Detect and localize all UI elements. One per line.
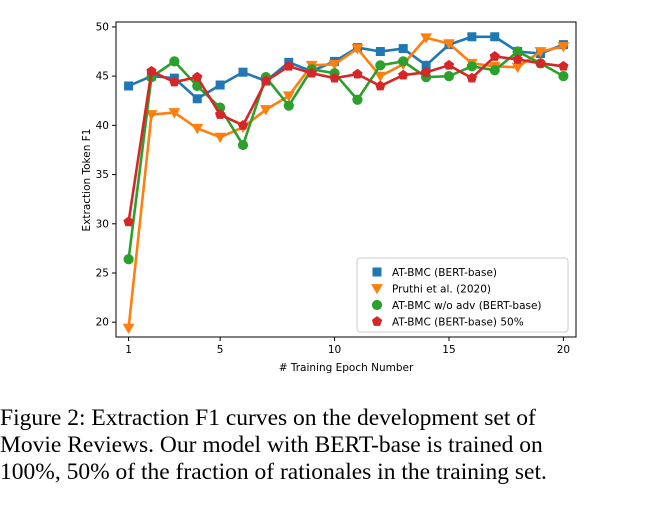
data-point: [191, 123, 204, 135]
data-point: [512, 46, 523, 57]
data-point: [192, 71, 203, 82]
data-point: [123, 254, 134, 265]
data-point: [352, 94, 363, 105]
data-point: [489, 65, 500, 76]
legend-label: AT-BMC (BERT-base) 50%: [392, 317, 524, 329]
x-tick-label: 1: [125, 344, 132, 356]
data-point: [237, 139, 249, 151]
y-tick-label: 25: [96, 268, 109, 280]
data-point: [328, 59, 341, 71]
series-line: [127, 36, 564, 329]
data-point: [237, 119, 249, 130]
data-point: [192, 94, 202, 104]
data-point: [124, 81, 134, 91]
y-tick-label: 40: [96, 120, 109, 132]
data-point: [260, 75, 272, 86]
caption-line: 100%, 50% of the fraction of rationales …: [0, 459, 547, 485]
data-point: [214, 132, 227, 144]
data-point: [421, 60, 431, 70]
y-axis-label: Extraction Token F1: [81, 129, 93, 232]
data-point: [443, 39, 455, 50]
data-point: [375, 60, 386, 71]
data-point: [352, 68, 363, 79]
data-point: [466, 61, 477, 72]
data-point: [169, 56, 180, 67]
data-point: [214, 109, 226, 119]
plot-frame: [115, 21, 577, 338]
legend-label: Pruthi et al. (2020): [392, 284, 491, 296]
x-tick-label: 5: [217, 344, 224, 356]
x-tick-label: 10: [328, 344, 341, 356]
data-point: [169, 76, 180, 87]
legend-frame: [356, 257, 569, 333]
data-point: [398, 69, 409, 80]
data-point: [283, 60, 294, 71]
data-point: [489, 51, 500, 61]
y-tick-label: 50: [96, 21, 109, 33]
data-point: [260, 105, 272, 116]
data-point: [558, 60, 569, 71]
data-point: [398, 56, 409, 67]
data-point: [375, 47, 385, 57]
figure-caption: Figure 2: Extraction F1 curves on the de…: [0, 405, 648, 486]
caption-line: Figure 2: Extraction F1 curves on the de…: [0, 405, 536, 431]
data-point: [238, 67, 248, 77]
data-point: [146, 65, 157, 76]
legend-marker: [372, 267, 382, 277]
data-point: [467, 32, 477, 42]
data-point: [535, 57, 546, 68]
series: [123, 46, 569, 265]
data-point: [329, 72, 340, 83]
data-point: [490, 32, 500, 42]
y-axis: 20 25 30 35 40 45 50: [96, 21, 116, 329]
data-point: [512, 54, 523, 64]
data-point: [466, 72, 478, 83]
data-point: [168, 108, 181, 119]
data-point: [374, 71, 387, 83]
legend-label: AT-BMC w/o adv (BERT-base): [392, 300, 542, 312]
data-point: [443, 71, 455, 82]
data-point: [420, 66, 432, 77]
data-point: [306, 67, 317, 78]
data-point: [375, 80, 386, 91]
x-tick-label: 20: [557, 344, 570, 356]
series-layer: [122, 32, 570, 335]
y-tick-label: 20: [96, 317, 109, 329]
data-point: [557, 42, 570, 53]
x-tick-label: 15: [442, 344, 455, 356]
data-point: [215, 80, 225, 90]
data-point: [123, 216, 134, 227]
data-point: [351, 44, 364, 55]
data-point: [420, 33, 432, 44]
legend-label: AT-BMC (BERT-base): [392, 267, 497, 279]
data-point: [558, 71, 569, 82]
series-line: [127, 55, 564, 223]
series: [123, 51, 569, 227]
data-point: [283, 100, 294, 111]
data-point: [145, 110, 158, 121]
data-point: [282, 91, 295, 102]
legend-marker: [371, 284, 383, 295]
y-tick-label: 35: [96, 169, 109, 181]
legend-marker: [371, 316, 383, 326]
data-point: [122, 323, 135, 335]
data-point: [443, 59, 455, 70]
data-point: [534, 47, 547, 58]
legend: AT-BMC (BERT-base) Pruthi et al. (2020) AT…: [356, 257, 569, 333]
data-point: [398, 44, 408, 54]
x-axis: 1 5 10 15 20: [125, 337, 570, 356]
x-axis-label: # Training Epoch Number: [279, 362, 414, 374]
legend-marker: [371, 299, 383, 311]
data-point: [511, 62, 524, 74]
y-tick-label: 45: [96, 71, 109, 83]
caption-line: Movie Reviews. Our model with BERT-base …: [0, 432, 543, 458]
y-tick-label: 30: [96, 218, 109, 230]
